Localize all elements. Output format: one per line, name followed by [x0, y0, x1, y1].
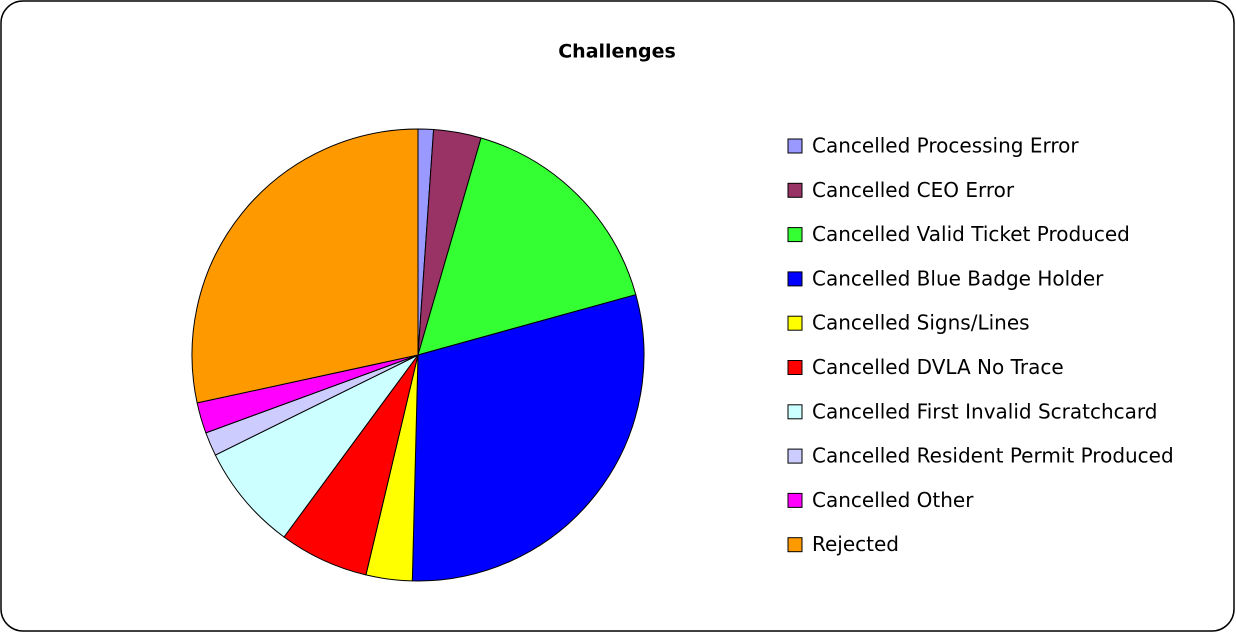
- legend-swatch: [787, 492, 803, 508]
- chart-title: Challenges: [558, 41, 676, 63]
- legend-label: Rejected: [812, 532, 899, 556]
- legend-label: Cancelled Signs/Lines: [812, 311, 1030, 335]
- legend-swatch: [787, 182, 803, 198]
- legend-label: Cancelled DVLA No Trace: [812, 355, 1064, 379]
- legend-label: Cancelled First Invalid Scratchcard: [812, 399, 1157, 423]
- legend-swatch: [787, 138, 803, 154]
- pie-slice: [191, 128, 419, 404]
- legend-label: Cancelled Processing Error: [812, 134, 1079, 158]
- pie-slice: [214, 354, 419, 538]
- legend-swatch: [787, 271, 803, 287]
- legend-label: Cancelled CEO Error: [812, 178, 1015, 202]
- legend-label: Cancelled Blue Badge Holder: [812, 266, 1104, 290]
- legend-label: Cancelled Valid Ticket Produced: [812, 222, 1130, 246]
- legend-swatch: [787, 448, 803, 464]
- pie-slice: [417, 137, 637, 356]
- legend-swatch: [787, 537, 803, 553]
- legend-label: Cancelled Other: [812, 488, 974, 512]
- legend-swatch: [787, 227, 803, 243]
- pie-slice: [411, 294, 645, 582]
- legend-swatch: [787, 404, 803, 420]
- legend-swatch: [787, 315, 803, 331]
- legend-swatch: [787, 360, 803, 375]
- legend-label: Cancelled Resident Permit Produced: [812, 444, 1174, 468]
